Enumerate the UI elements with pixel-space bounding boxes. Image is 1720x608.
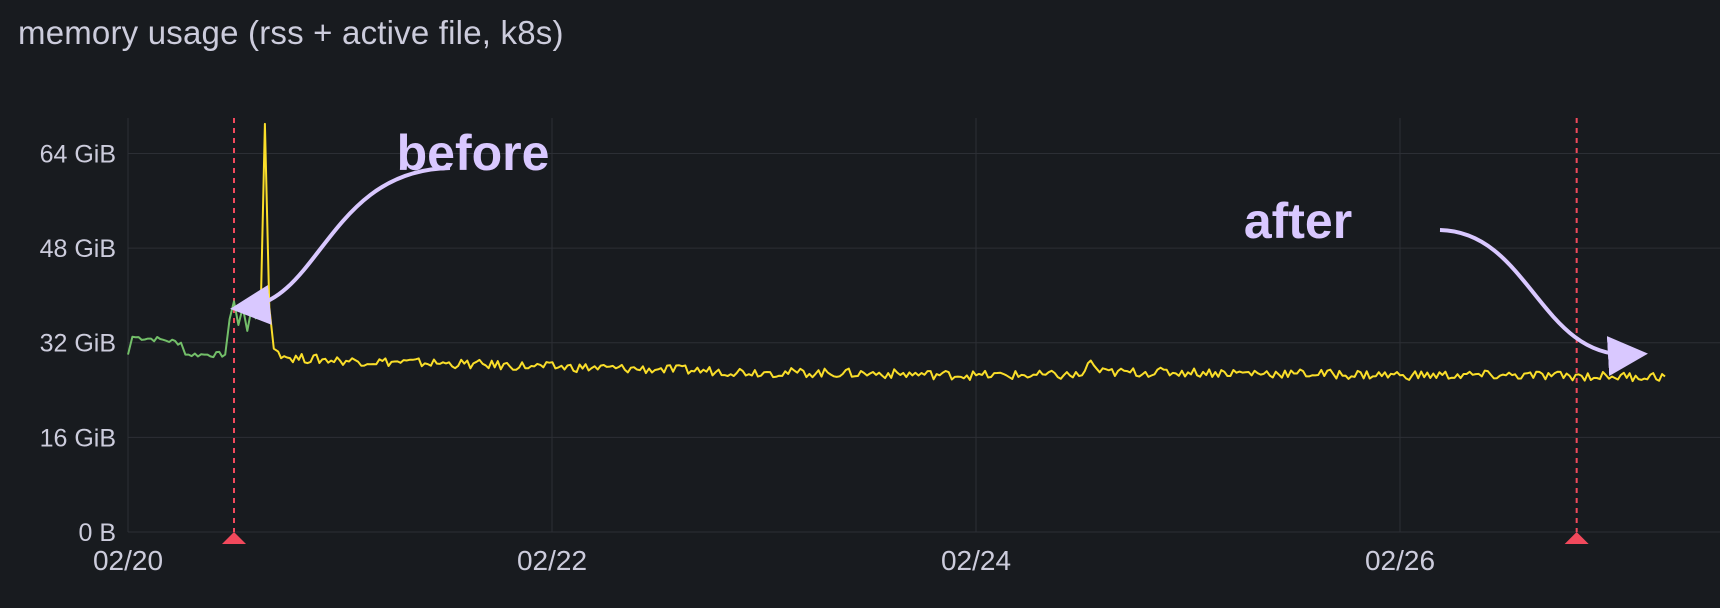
annotation-arrow: [1439, 228, 1648, 376]
series-line-green: [127, 300, 258, 359]
y-tick-label: 64 GiB: [40, 140, 116, 168]
x-tick-label: 02/24: [941, 545, 1011, 576]
annotation-labels: before after: [230, 125, 1648, 376]
annotation-marker: [1564, 532, 1589, 544]
x-tick-label: 02/26: [1365, 545, 1435, 576]
annotation-marker: [222, 532, 246, 544]
panel-title: memory usage (rss + active file, k8s): [18, 14, 564, 51]
annotation-arrow: [230, 166, 451, 325]
series-lines: [127, 122, 1666, 383]
y-tick-label: 0 B: [78, 519, 116, 547]
y-tick-label: 16 GiB: [40, 424, 116, 452]
x-tick-label: 02/20: [93, 545, 163, 576]
annotation-label-before: before: [397, 125, 550, 181]
series-line-yellow: [259, 122, 1666, 383]
axis-ticks: 0 B 16 GiB 32 GiB 48 GiB 64 GiB 02/20 02/22 02/…: [40, 140, 1435, 576]
annotation-markers: [222, 118, 1589, 544]
y-tick-label: 32 GiB: [40, 330, 116, 358]
grid: [127, 118, 1720, 533]
x-tick-label: 02/22: [517, 545, 587, 576]
annotation-label-after: after: [1244, 193, 1352, 249]
y-tick-label: 48 GiB: [40, 235, 116, 263]
